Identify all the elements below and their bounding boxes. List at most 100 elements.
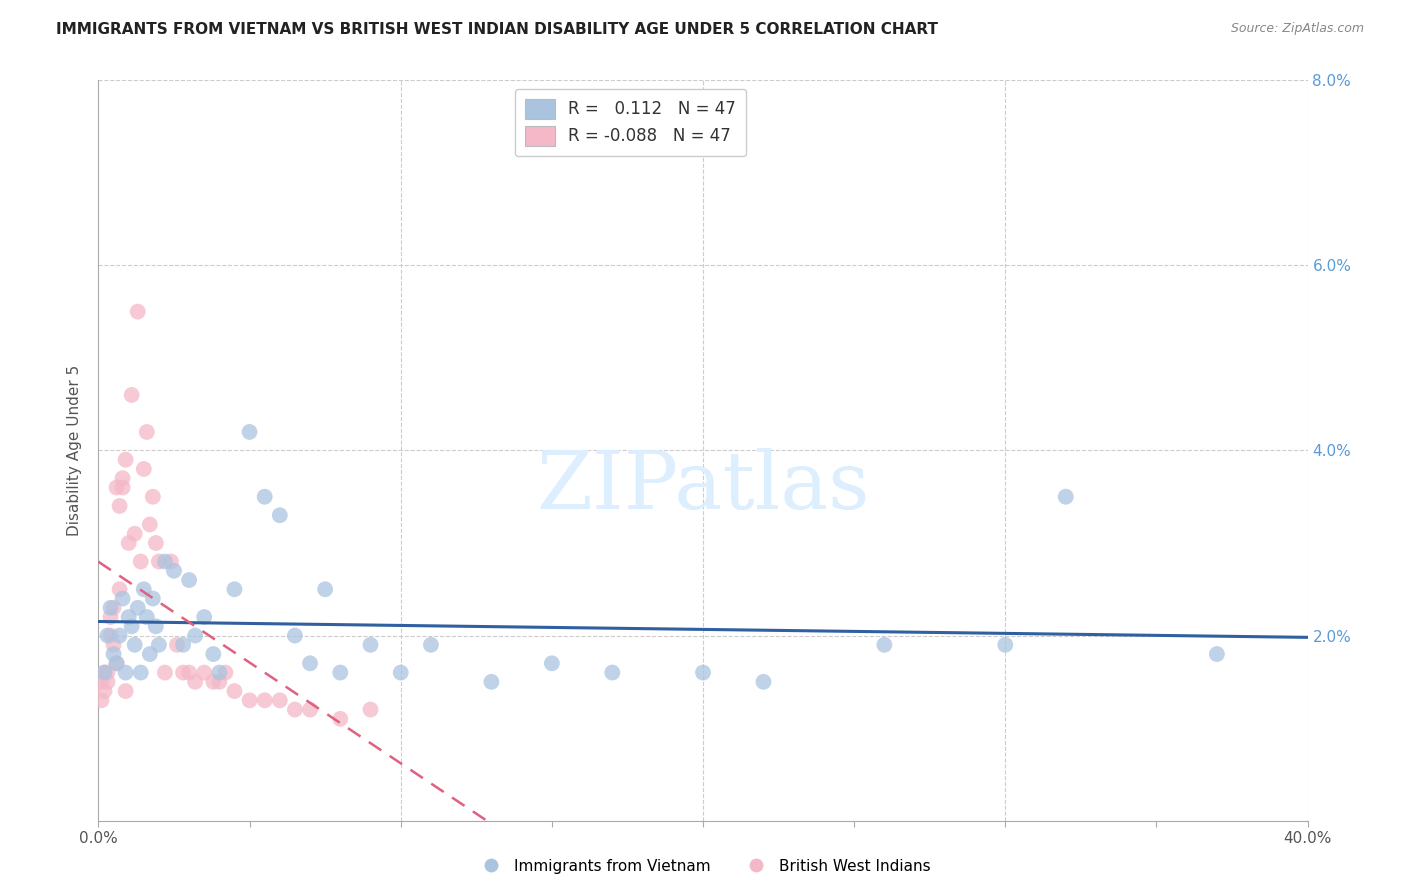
Point [224, 582, 246, 597]
Point [105, 657, 128, 671]
Point [105, 481, 128, 495]
Point [153, 554, 176, 569]
Point [90, 674, 112, 689]
Point [360, 703, 382, 717]
Point [314, 582, 336, 597]
Point [96, 628, 118, 642]
Point [96, 674, 118, 689]
Point [114, 452, 136, 467]
Point [179, 573, 201, 587]
Point [121, 619, 143, 633]
Point [269, 508, 291, 523]
Point [172, 638, 194, 652]
Point [105, 657, 128, 671]
Point [1206, 647, 1229, 661]
Point [214, 665, 236, 680]
Point [224, 684, 246, 698]
Point [208, 665, 231, 680]
Point [163, 564, 186, 578]
Point [93, 684, 115, 698]
Point [93, 665, 115, 680]
Point [111, 481, 134, 495]
Point [153, 665, 176, 680]
Point [139, 517, 162, 532]
Point [108, 628, 131, 642]
Point [184, 628, 207, 642]
Point [540, 657, 562, 671]
Point [299, 703, 322, 717]
Point [103, 600, 125, 615]
Point [129, 665, 152, 680]
Point [90, 693, 112, 707]
Text: IMMIGRANTS FROM VIETNAM VS BRITISH WEST INDIAN DISABILITY AGE UNDER 5 CORRELATIO: IMMIGRANTS FROM VIETNAM VS BRITISH WEST … [56, 22, 938, 37]
Legend: R =   0.112   N = 47, R = -0.088   N = 47: R = 0.112 N = 47, R = -0.088 N = 47 [515, 88, 747, 156]
Point [873, 638, 896, 652]
Point [148, 638, 170, 652]
Point [1054, 490, 1077, 504]
Point [329, 665, 352, 680]
Point [145, 536, 167, 550]
Legend: Immigrants from Vietnam, British West Indians: Immigrants from Vietnam, British West In… [470, 853, 936, 880]
Point [96, 665, 118, 680]
Point [135, 425, 157, 439]
Point [111, 591, 134, 606]
Point [124, 638, 146, 652]
Point [114, 684, 136, 698]
Point [108, 499, 131, 513]
Point [329, 712, 352, 726]
Text: Source: ZipAtlas.com: Source: ZipAtlas.com [1230, 22, 1364, 36]
Point [160, 554, 183, 569]
Point [994, 638, 1017, 652]
Point [148, 554, 170, 569]
Point [752, 674, 775, 689]
Point [299, 657, 322, 671]
Point [93, 665, 115, 680]
Point [284, 703, 307, 717]
Point [193, 610, 215, 624]
Point [100, 600, 122, 615]
Point [172, 665, 194, 680]
Point [100, 610, 122, 624]
Point [132, 462, 155, 476]
Point [184, 674, 207, 689]
Point [127, 304, 149, 318]
Point [253, 693, 276, 707]
Point [132, 582, 155, 597]
Point [103, 647, 125, 661]
Point [108, 582, 131, 597]
Point [481, 674, 503, 689]
Point [166, 638, 188, 652]
Point [118, 536, 141, 550]
Point [389, 665, 412, 680]
Point [253, 490, 276, 504]
Point [139, 647, 162, 661]
Point [269, 693, 291, 707]
Point [121, 388, 143, 402]
Point [284, 628, 307, 642]
Point [179, 665, 201, 680]
Point [111, 471, 134, 485]
Point [142, 490, 165, 504]
Point [100, 628, 122, 642]
Point [360, 638, 382, 652]
Point [124, 526, 146, 541]
Point [103, 638, 125, 652]
Point [145, 619, 167, 633]
Point [239, 425, 262, 439]
Point [142, 591, 165, 606]
Point [135, 610, 157, 624]
Point [239, 693, 262, 707]
Point [692, 665, 714, 680]
Point [114, 665, 136, 680]
Point [118, 610, 141, 624]
Point [208, 674, 231, 689]
Point [202, 674, 225, 689]
Point [127, 600, 149, 615]
Point [602, 665, 624, 680]
Point [202, 647, 225, 661]
Point [420, 638, 443, 652]
Text: ZIPatlas: ZIPatlas [536, 449, 870, 526]
Point [129, 554, 152, 569]
Y-axis label: Disability Age Under 5: Disability Age Under 5 [67, 365, 83, 536]
Point [193, 665, 215, 680]
